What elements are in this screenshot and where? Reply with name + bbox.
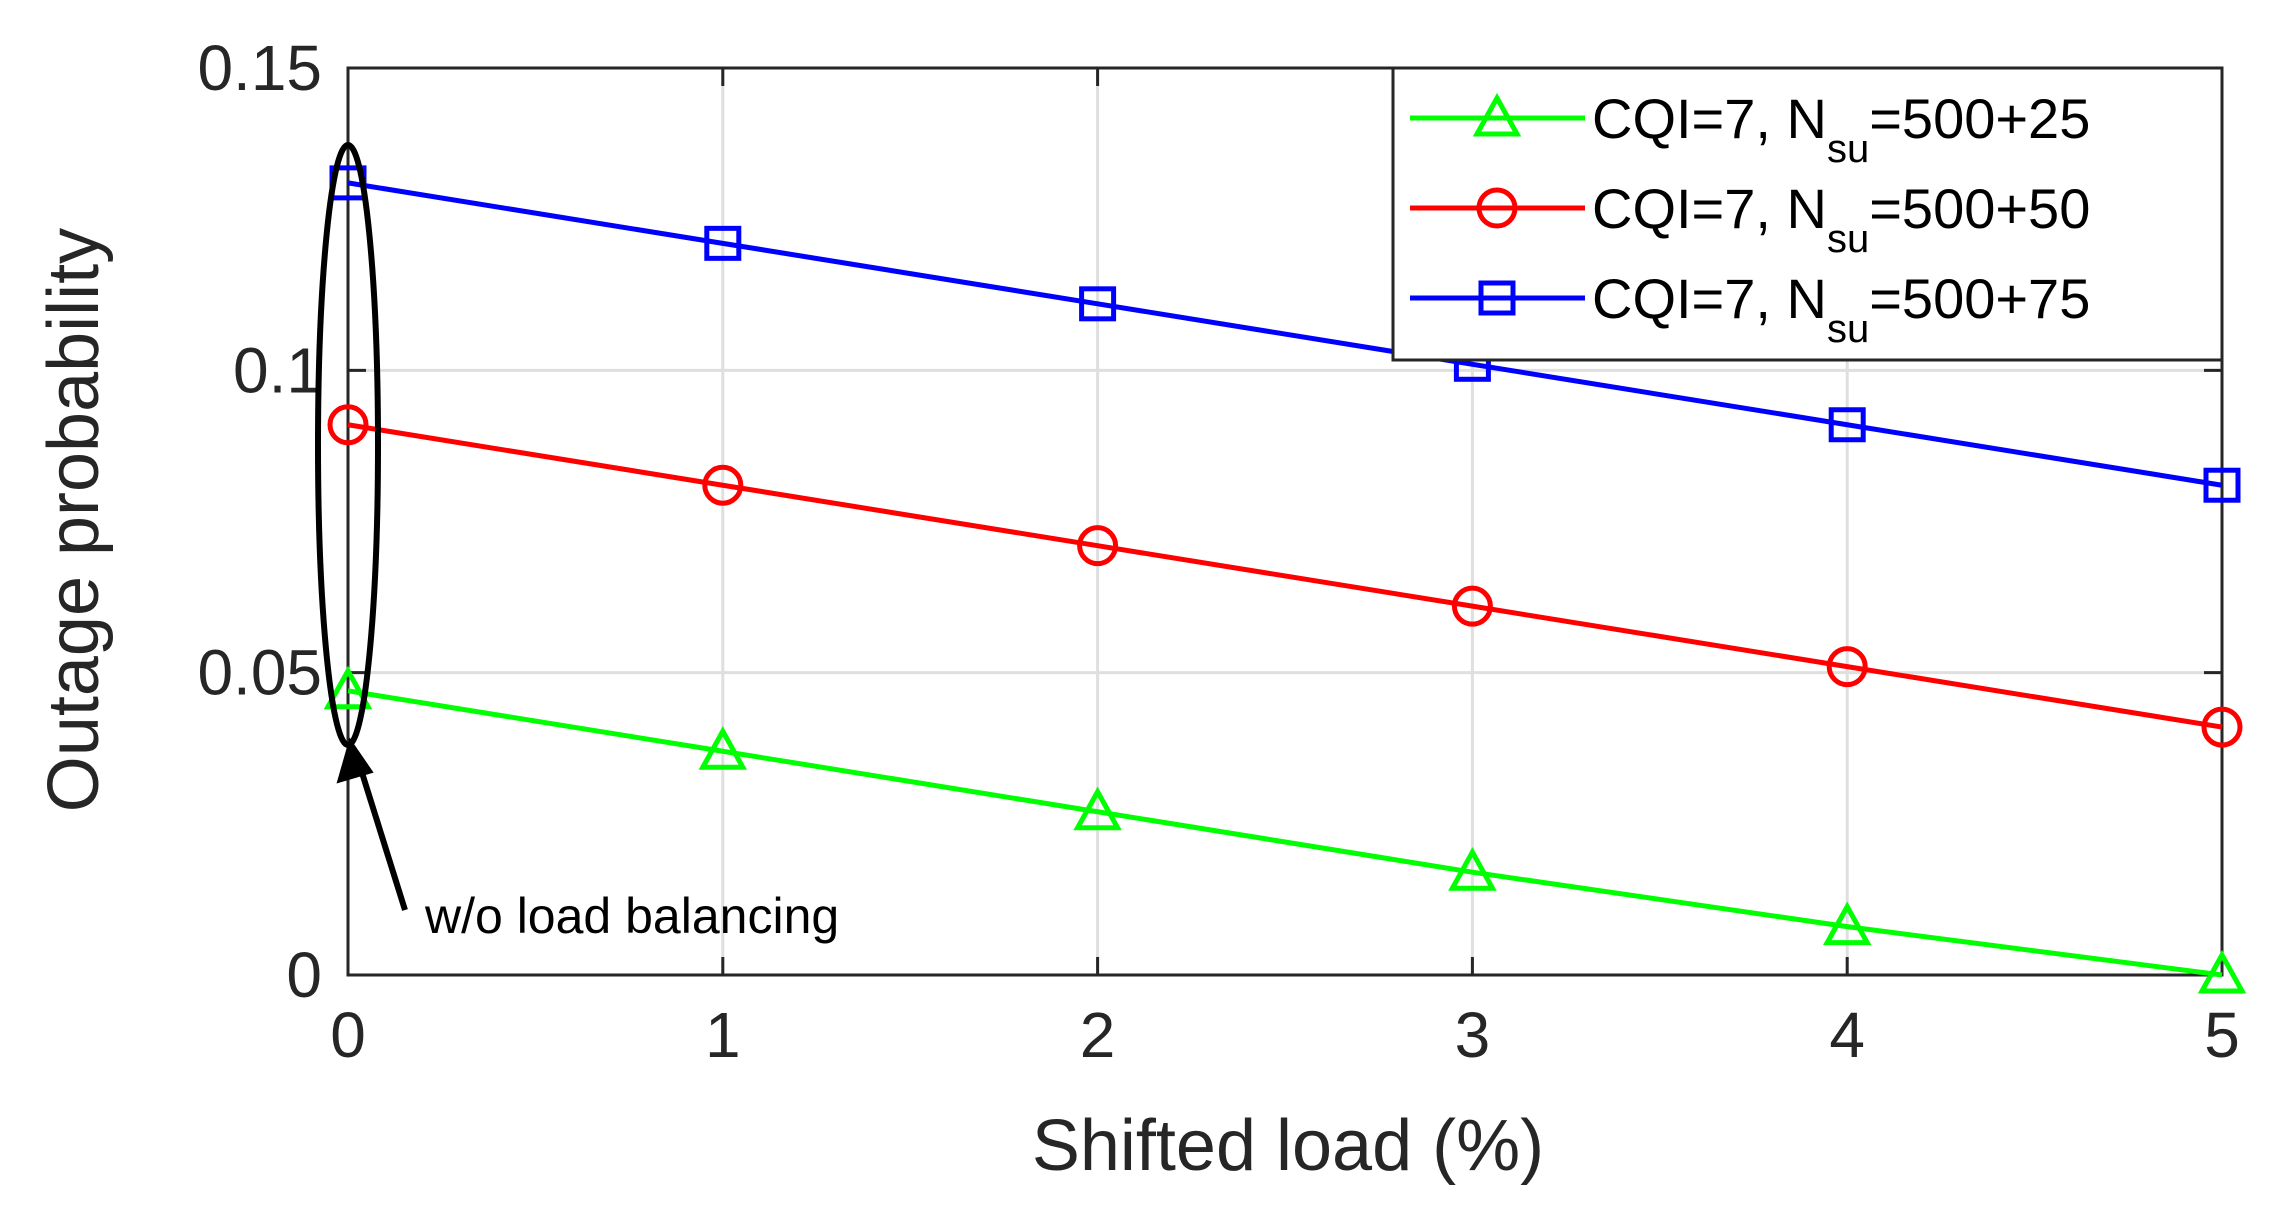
legend-label: CQI=7, Nsu=500+50 xyxy=(1592,177,2090,261)
legend-entry-2: CQI=7, Nsu=500+50 xyxy=(1410,177,2090,261)
legend-marker-sample xyxy=(1472,92,1522,137)
series-2-point-1 xyxy=(702,464,744,506)
series-1 xyxy=(323,665,2247,994)
legend-marker-sample xyxy=(1476,187,1518,229)
x-axis-label: Shifted load (%) xyxy=(1032,1106,1544,1186)
x-tick-label: 3 xyxy=(1455,999,1491,1071)
series-3-point-1 xyxy=(704,225,742,261)
y-tick-label: 0.05 xyxy=(197,637,322,709)
series-2-point-3 xyxy=(1451,585,1493,627)
axes: 0 1 2 3 4 5 0 0.05 0.1 0.15 xyxy=(197,32,2239,1071)
x-tick-label: 2 xyxy=(1080,999,1116,1071)
series-1-point-4 xyxy=(1822,901,1872,946)
series-2-point-4 xyxy=(1826,646,1868,688)
legend-label-subscript: su xyxy=(1827,217,1869,261)
legend-label-tail: =500+75 xyxy=(1869,267,2090,330)
legend-marker-sample xyxy=(1478,280,1516,316)
series-line-2 xyxy=(347,422,2223,730)
x-tick-label: 4 xyxy=(1829,999,1865,1071)
legend-label-tail: =500+25 xyxy=(1869,87,2090,150)
series-line-3 xyxy=(347,180,2223,488)
legend-label-tail: =500+50 xyxy=(1869,177,2090,240)
x-tick-label: 5 xyxy=(2204,999,2240,1071)
annotation-arrow-line xyxy=(355,759,408,911)
x-tick-label: 1 xyxy=(705,999,741,1071)
series-2-point-2 xyxy=(1077,525,1119,567)
y-tick-label: 0.1 xyxy=(233,334,322,406)
series-3-point-4 xyxy=(1828,407,1866,443)
legend-label-subscript: su xyxy=(1827,307,1869,351)
series-line-1 xyxy=(347,688,2223,978)
annotation-arrow-head xyxy=(336,737,374,784)
y-tick-label: 0 xyxy=(286,939,322,1011)
legend-entry-3: CQI=7, Nsu=500+75 xyxy=(1410,267,2090,351)
series-3-point-2 xyxy=(1079,286,1117,322)
series-2-point-0 xyxy=(327,404,369,446)
series-1-point-2 xyxy=(1073,786,1122,831)
series-1-point-0 xyxy=(323,665,373,710)
legend-label-main: CQI=7, N xyxy=(1592,87,1827,150)
series-3-point-5 xyxy=(2203,467,2241,503)
x-tick-label: 0 xyxy=(330,999,366,1071)
legend-label: CQI=7, Nsu=500+25 xyxy=(1592,87,2090,171)
series-1-point-3 xyxy=(1448,847,1497,891)
plot-area-border xyxy=(346,66,2224,977)
series-2 xyxy=(327,404,2243,748)
annotation-text: w/o load balancing xyxy=(424,888,839,944)
series-1-point-5 xyxy=(2197,949,2247,994)
legend-entry-1: CQI=7, Nsu=500+25 xyxy=(1410,87,2090,171)
y-tick-label: 0.15 xyxy=(197,32,322,104)
series-1-point-1 xyxy=(698,726,748,770)
legend-label-main: CQI=7, N xyxy=(1592,177,1827,240)
annotation-group: w/o load balancing xyxy=(315,142,839,944)
series-2-point-5 xyxy=(2201,706,2243,748)
y-axis-label: Outage probability xyxy=(34,228,114,812)
legend-label-main: CQI=7, N xyxy=(1592,267,1827,330)
legend-label-subscript: su xyxy=(1827,127,1869,171)
legend-label: CQI=7, Nsu=500+75 xyxy=(1592,267,2090,351)
